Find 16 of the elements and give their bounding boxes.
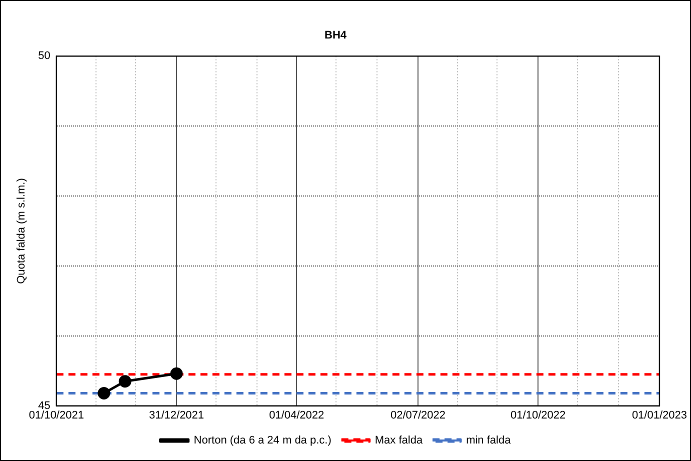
x-tick-label: 01/01/2023 bbox=[632, 409, 688, 422]
y-tick-label: 45 bbox=[38, 400, 50, 412]
point bbox=[118, 375, 132, 388]
y-tick-label: 50 bbox=[38, 50, 50, 62]
chart-title: BH4 bbox=[324, 30, 348, 42]
x-tick-label: 01/04/2022 bbox=[269, 409, 324, 422]
point bbox=[170, 367, 183, 380]
y-axis-title: Quota falda (m s.l.m.) bbox=[16, 178, 28, 284]
point bbox=[98, 386, 110, 400]
x-tick-label: 02/07/2022 bbox=[390, 409, 446, 422]
x-tick-label: 01/10/2022 bbox=[510, 409, 566, 422]
legend-label: Norton (da 6 a 24 m da p.c.) bbox=[194, 434, 332, 447]
x-tick-label: 01/10/2021 bbox=[28, 409, 84, 422]
legend-label: Max falda bbox=[374, 434, 424, 447]
x-tick-label: 31/12/2021 bbox=[148, 409, 204, 422]
legend-label: min falda bbox=[466, 434, 512, 447]
